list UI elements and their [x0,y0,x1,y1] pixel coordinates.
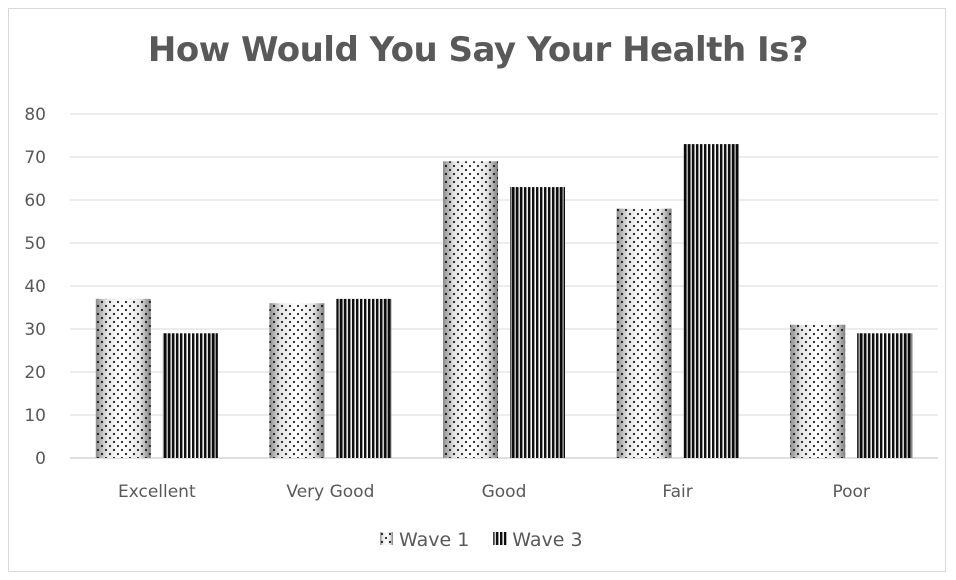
legend-item: Wave 1 [380,529,469,551]
legend-label: Wave 1 [399,529,469,551]
bar-wave-1 [269,303,325,458]
x-tick-label: Fair [662,482,692,502]
y-tick-label: 20 [24,363,46,383]
bar-wave-3 [336,298,392,458]
y-tick-label: 10 [24,406,46,426]
bar-wave-1 [616,208,672,458]
y-tick-label: 0 [35,449,46,469]
bar-wave-1 [95,298,151,458]
bar-wave-1 [443,161,498,459]
y-tick-label: 50 [24,234,46,254]
legend-item: Wave 3 [493,529,583,551]
x-tick-label: Very Good [286,482,374,502]
x-tick-label: Poor [832,482,869,502]
bar-wave-3 [683,144,739,458]
y-tick-label: 40 [24,277,46,297]
y-tick-label: 70 [24,148,46,168]
y-tick-label: 80 [24,105,46,125]
bar-wave-1 [790,324,846,458]
y-tick-label: 30 [24,320,46,340]
bar-wave-3 [162,333,218,458]
bar-wave-3 [510,187,565,458]
y-tick-label: 60 [24,191,46,211]
chart-title: How Would You Say Your Health Is? [147,30,809,70]
bar-wave-3 [857,333,913,458]
x-tick-label: Excellent [118,482,196,502]
x-tick-label: Good [482,482,527,502]
legend-label: Wave 3 [512,529,582,551]
